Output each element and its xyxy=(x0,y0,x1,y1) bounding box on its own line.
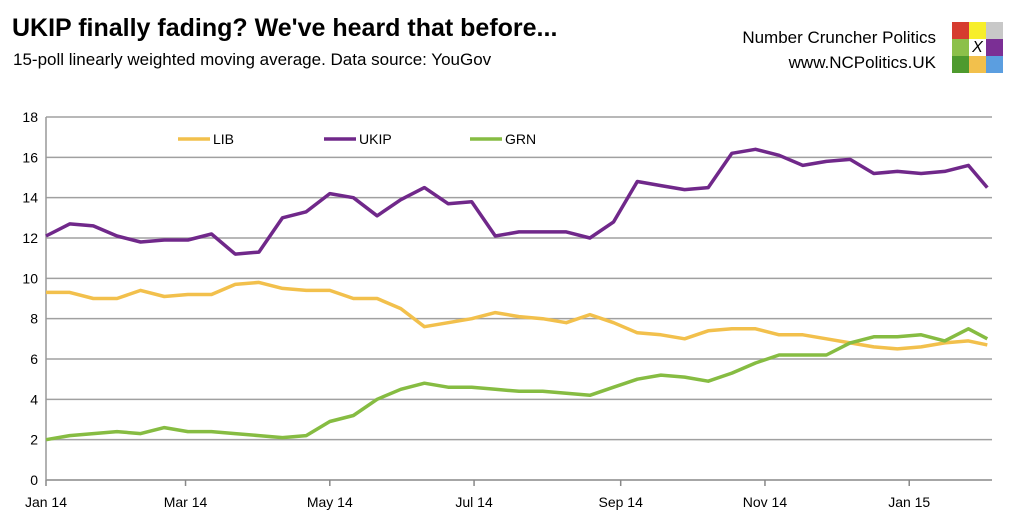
y-tick-label: 12 xyxy=(22,230,38,246)
chart-title: UKIP finally fading? We've heard that be… xyxy=(12,14,558,42)
logo-cell xyxy=(952,22,969,39)
x-tick-label: Jan 15 xyxy=(888,494,930,510)
x-tick-label: Mar 14 xyxy=(164,494,208,510)
y-tick-label: 14 xyxy=(22,190,38,206)
series-line-ukip xyxy=(45,147,989,256)
y-tick-label: 8 xyxy=(30,311,38,327)
logo-cell xyxy=(969,22,986,39)
x-tick-label: Nov 14 xyxy=(743,494,788,510)
y-tick-label: 6 xyxy=(30,351,38,367)
logo-cell xyxy=(969,56,986,73)
brand-block: Number Cruncher Politics www.NCPolitics.… xyxy=(742,25,936,75)
x-tick-label: May 14 xyxy=(307,494,353,510)
brand-name: Number Cruncher Politics xyxy=(742,28,936,47)
logo-cell xyxy=(952,56,969,73)
logo-cell: X xyxy=(969,39,986,56)
chart-subtitle: 15-poll linearly weighted moving average… xyxy=(13,50,492,69)
legend-label-grn: GRN xyxy=(505,131,536,147)
y-tick-label: 10 xyxy=(22,270,38,286)
logo-cell xyxy=(986,39,1003,56)
logo-cell xyxy=(952,39,969,56)
y-tick-label: 2 xyxy=(30,432,38,448)
series-line-lib xyxy=(46,280,988,351)
legend-label-ukip: UKIP xyxy=(359,131,392,147)
brand-url: www.NCPolitics.UK xyxy=(788,53,936,72)
logo-cell xyxy=(986,22,1003,39)
y-tick-label: 4 xyxy=(30,391,38,407)
x-tick-label: Sep 14 xyxy=(599,494,644,510)
legend-label-lib: LIB xyxy=(213,131,234,147)
y-tick-label: 16 xyxy=(22,149,38,165)
x-tick-label: Jul 14 xyxy=(455,494,493,510)
y-tick-label: 18 xyxy=(22,109,38,125)
logo-cell xyxy=(986,56,1003,73)
brand-logo: X xyxy=(952,22,1003,73)
series-line-grn xyxy=(45,327,989,442)
x-tick-label: Jan 14 xyxy=(25,494,67,510)
y-tick-label: 0 xyxy=(30,472,38,488)
